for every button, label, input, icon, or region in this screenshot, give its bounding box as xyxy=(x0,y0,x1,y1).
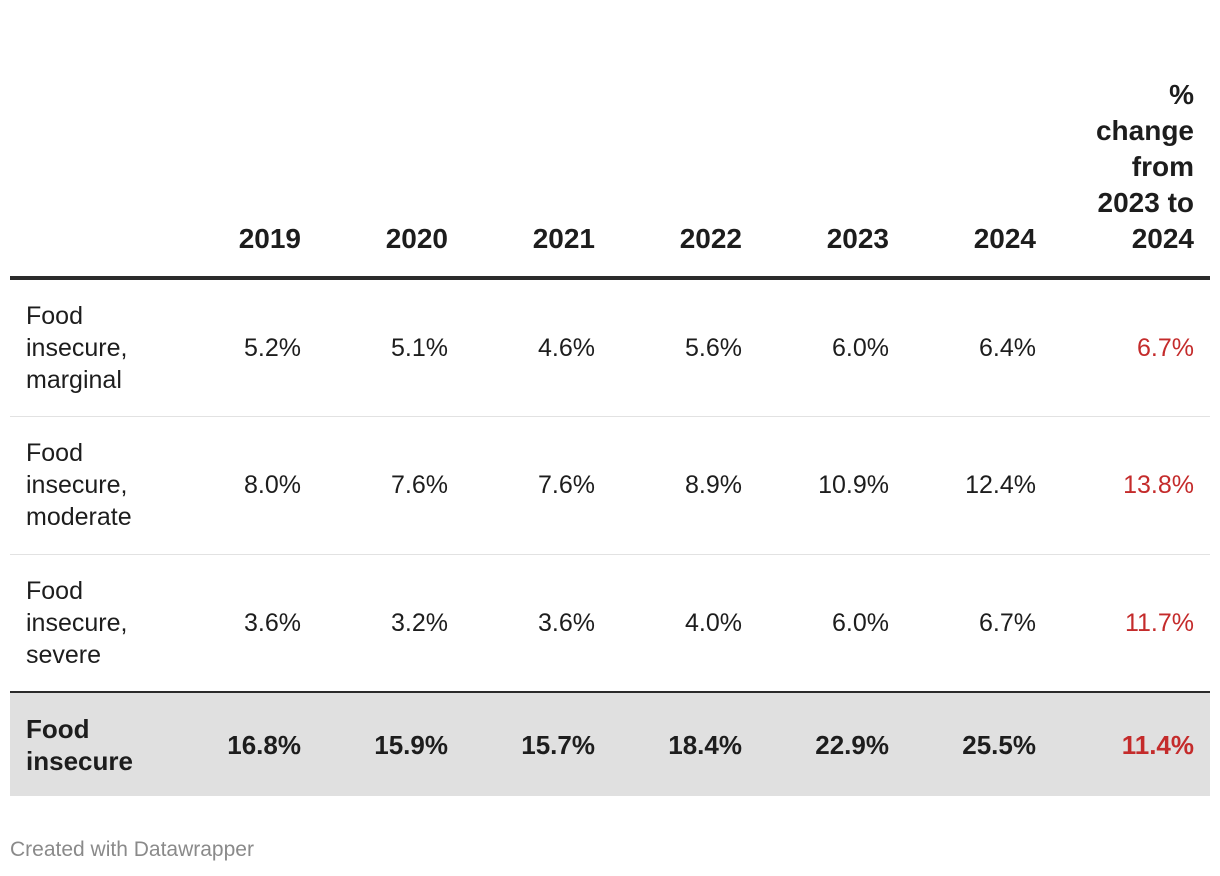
table-cell: 3.6% xyxy=(464,554,611,693)
table-cell-total: 15.9% xyxy=(317,692,464,796)
table-cell: 6.0% xyxy=(758,554,905,693)
column-header-2024: 2024 xyxy=(905,0,1052,280)
column-header-2020: 2020 xyxy=(317,0,464,280)
table-cell: 7.6% xyxy=(464,416,611,555)
change-cell: 13.8% xyxy=(1052,416,1210,555)
table-row-total: Food insecure 16.8% 15.9% 15.7% 18.4% 22… xyxy=(10,692,1210,796)
row-label: Food insecure, marginal xyxy=(10,278,170,417)
change-cell: 11.7% xyxy=(1052,554,1210,693)
table-cell: 5.1% xyxy=(317,278,464,417)
change-cell-total: 11.4% xyxy=(1052,692,1210,796)
column-header-2023: 2023 xyxy=(758,0,905,280)
table-cell-total: 16.8% xyxy=(170,692,317,796)
table-cell: 6.7% xyxy=(905,554,1052,693)
table-cell-total: 15.7% xyxy=(464,692,611,796)
table-cell: 10.9% xyxy=(758,416,905,555)
table-cell: 12.4% xyxy=(905,416,1052,555)
table-cell: 3.6% xyxy=(170,554,317,693)
table-cell: 7.6% xyxy=(317,416,464,555)
column-header-2019: 2019 xyxy=(170,0,317,280)
row-label: Food insecure, moderate xyxy=(10,416,170,555)
table-cell-total: 22.9% xyxy=(758,692,905,796)
table-cell: 8.9% xyxy=(611,416,758,555)
table-cell: 4.6% xyxy=(464,278,611,417)
table-row-moderate: Food insecure, moderate 8.0% 7.6% 7.6% 8… xyxy=(10,416,1210,555)
column-header-2021: 2021 xyxy=(464,0,611,280)
table-cell: 6.0% xyxy=(758,278,905,417)
row-label: Food insecure, severe xyxy=(10,554,170,693)
column-header-label xyxy=(10,0,170,280)
table-cell: 5.2% xyxy=(170,278,317,417)
table-cell: 6.4% xyxy=(905,278,1052,417)
table-cell: 3.2% xyxy=(317,554,464,693)
table-cell: 5.6% xyxy=(611,278,758,417)
table-cell: 8.0% xyxy=(170,416,317,555)
table-row-severe: Food insecure, severe 3.6% 3.2% 3.6% 4.0… xyxy=(10,554,1210,693)
table-cell-total: 18.4% xyxy=(611,692,758,796)
table-row-marginal: Food insecure, marginal 5.2% 5.1% 4.6% 5… xyxy=(10,278,1210,417)
food-insecurity-table: 2019 2020 2021 2022 2023 2024 % change f… xyxy=(10,0,1210,796)
column-header-2022: 2022 xyxy=(611,0,758,280)
column-header-percent-change: % change from 2023 to 2024 xyxy=(1052,0,1210,280)
table-cell: 4.0% xyxy=(611,554,758,693)
change-cell: 6.7% xyxy=(1052,278,1210,417)
header-row: 2019 2020 2021 2022 2023 2024 % change f… xyxy=(10,0,1210,280)
table-cell-total: 25.5% xyxy=(905,692,1052,796)
data-table-container: 2019 2020 2021 2022 2023 2024 % change f… xyxy=(10,0,1210,796)
row-label-total: Food insecure xyxy=(10,692,170,796)
datawrapper-credit[interactable]: Created with Datawrapper xyxy=(10,838,254,861)
